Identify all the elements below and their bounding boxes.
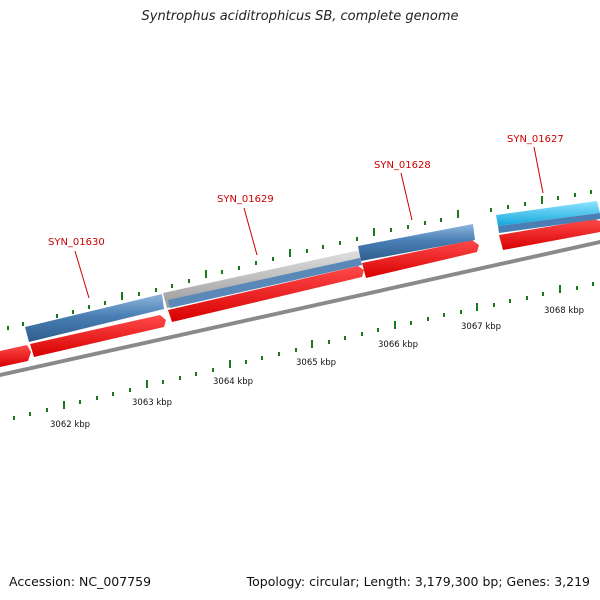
gene-track: [25, 201, 600, 342]
scale-label: 3062 kbp: [50, 420, 90, 430]
cds-track: [0, 219, 600, 367]
gene-leader-lines: [74, 146, 544, 299]
gene-label: SYN_01630: [48, 237, 105, 248]
map-title: Syntrophus aciditrophicus SB, complete g…: [141, 9, 459, 24]
scale-label: 3063 kbp: [132, 398, 172, 408]
gene-label: SYN_01629: [217, 194, 274, 205]
gene-bar: [25, 294, 164, 342]
scale-label: 3066 kbp: [378, 340, 418, 350]
accession-text: Accession: NC_007759: [9, 574, 152, 589]
genome-summary-text: Topology: circular; Length: 3,179,300 bp…: [246, 574, 590, 589]
gene-label: SYN_01628: [374, 160, 431, 171]
gene-label: SYN_01627: [507, 134, 564, 145]
gene-bar: [498, 213, 600, 233]
genome-backbone: [0, 240, 600, 377]
lower-tick-row: [13, 282, 594, 420]
cds-arrow: [168, 266, 364, 322]
cds-arrow: [30, 315, 166, 357]
cds-arrow: [362, 240, 479, 278]
gene-bar: [496, 201, 600, 226]
scale-label: 3064 kbp: [213, 377, 253, 387]
gene-bar: [358, 224, 475, 261]
cds-arrow: [499, 219, 600, 250]
scale-label: 3068 kbp: [544, 306, 584, 316]
scale-label: 3065 kbp: [296, 358, 336, 368]
gene-bar: [168, 258, 362, 308]
scale-label: 3067 kbp: [461, 322, 501, 332]
upper-tick-row: [7, 190, 592, 330]
cds-arrow: [0, 345, 31, 367]
